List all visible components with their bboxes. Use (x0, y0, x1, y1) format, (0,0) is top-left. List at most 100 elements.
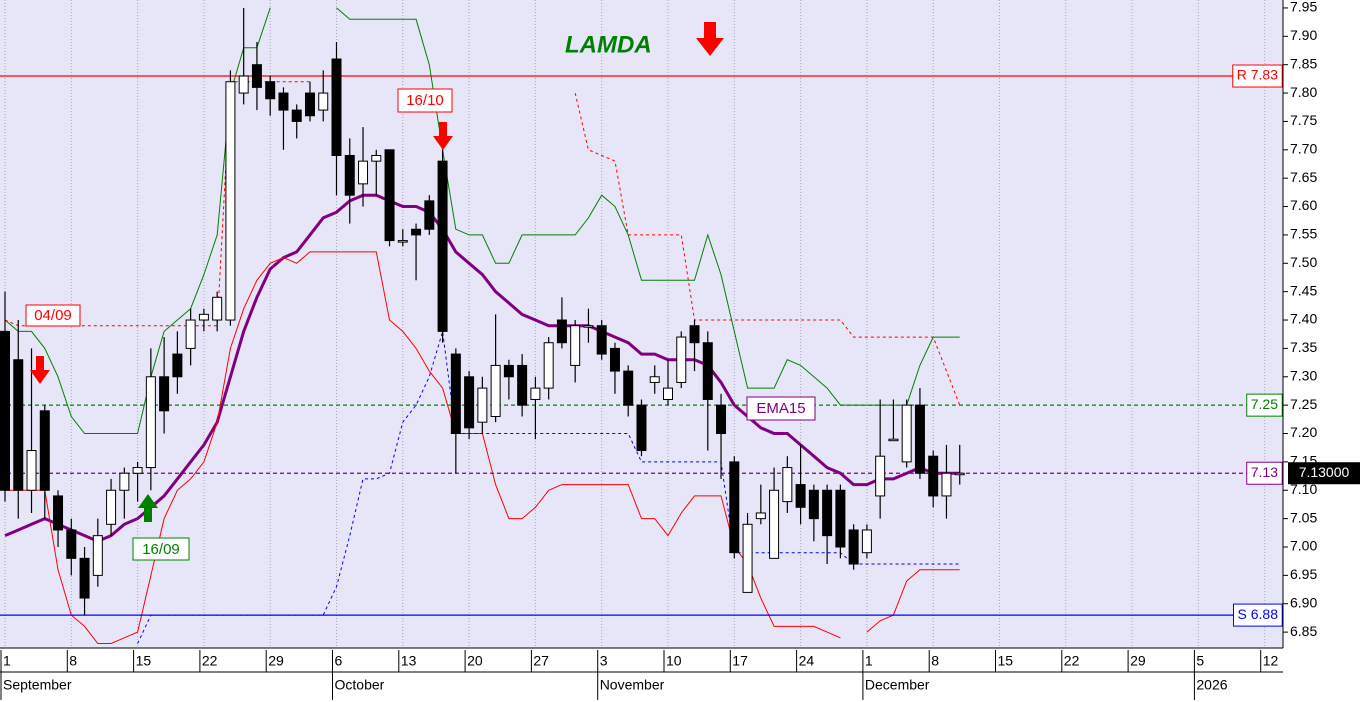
y-tick-label: 7.75 (1290, 112, 1317, 128)
y-tick-label: 7.30 (1290, 367, 1317, 383)
candle-body (185, 319, 196, 349)
legend-box (746, 396, 816, 421)
y-tick-label: 7.60 (1290, 197, 1317, 213)
x-tick-label: 15 (998, 653, 1014, 669)
sell-arrow (433, 122, 453, 150)
candle-body (358, 160, 369, 185)
candle-body (848, 529, 859, 565)
annotation-box (397, 88, 453, 113)
x-month-label: December (865, 677, 930, 693)
x-tick-label: 1 (865, 653, 873, 669)
last-price-box (1288, 462, 1360, 485)
candle-body (901, 404, 912, 463)
sell-arrow (30, 356, 50, 384)
candle-body (79, 557, 90, 599)
candle-body (344, 154, 355, 196)
level-label-box (1233, 603, 1283, 627)
candle-body (119, 472, 130, 491)
level-label: R 7.83 (1237, 67, 1278, 83)
x-month-label: November (600, 677, 665, 693)
y-tick-label: 7.40 (1290, 311, 1317, 327)
candle-body (689, 325, 700, 344)
candle-body (26, 450, 37, 491)
candle-body (198, 313, 209, 321)
y-tick-label: 7.90 (1290, 27, 1317, 43)
candle-body (278, 92, 289, 111)
candle-body (530, 387, 541, 400)
candle-body (331, 58, 342, 156)
candle-body (676, 336, 687, 383)
candle-body (106, 489, 117, 525)
candle-body (755, 512, 766, 520)
y-tick-label: 7.45 (1290, 282, 1317, 298)
x-tick-label: 15 (136, 653, 152, 669)
y-tick-label: 7.50 (1290, 254, 1317, 270)
indicator-line (137, 331, 960, 644)
x-tick-label: 22 (202, 653, 218, 669)
x-tick-label: 24 (799, 653, 815, 669)
level-label: 7.25 (1251, 396, 1278, 412)
candle-body (583, 325, 594, 328)
y-tick-label: 7.20 (1290, 424, 1317, 440)
level-label-box (1246, 393, 1283, 417)
y-tick-label: 7.65 (1290, 169, 1317, 185)
x-tick-label: 8 (69, 653, 77, 669)
candle-body (304, 92, 315, 117)
candle-body (0, 330, 10, 491)
candle-body (145, 376, 156, 469)
level-label: S 6.88 (1238, 606, 1279, 622)
candle-body (384, 149, 395, 242)
x-axis-area (0, 648, 1283, 702)
y-tick-label: 7.25 (1290, 396, 1317, 412)
annotation: 16/10 (406, 92, 444, 109)
candle-body (835, 489, 846, 548)
candle-body (251, 64, 262, 88)
x-tick-label: 10 (666, 653, 682, 669)
x-tick-label: 3 (600, 653, 608, 669)
x-tick-label: 17 (732, 653, 748, 669)
candle-body (212, 296, 223, 321)
candle-body (742, 523, 753, 593)
candle-body (477, 387, 488, 423)
candle-body (132, 467, 143, 474)
candle-body (543, 342, 554, 389)
y-tick-label: 7.00 (1290, 538, 1317, 554)
candle-body (92, 535, 103, 576)
y-tick-label: 7.80 (1290, 84, 1317, 100)
y-tick-label: 7.35 (1290, 339, 1317, 355)
buy-arrow (138, 494, 158, 522)
candle-body (39, 410, 50, 491)
x-tick-label: 22 (1064, 653, 1080, 669)
candle-body (464, 376, 475, 429)
annotation: 04/09 (34, 307, 72, 324)
candle-body (782, 467, 793, 503)
candle-body (875, 455, 886, 497)
x-month-label: October (335, 677, 385, 693)
candle-body (596, 325, 607, 355)
candle-body (225, 81, 236, 321)
candle-body (716, 404, 727, 435)
x-tick-label: 6 (335, 653, 343, 669)
y-tick-label: 7.05 (1290, 509, 1317, 525)
candle-body (808, 489, 819, 520)
candle-body (265, 81, 276, 100)
chart-title: LAMDA (565, 31, 652, 58)
candle-body (888, 438, 899, 442)
candles (0, 7, 965, 616)
x-tick-label: 29 (268, 653, 284, 669)
annotation-box (25, 304, 81, 327)
candle-body (238, 75, 249, 94)
plot-area (0, 0, 1283, 648)
x-month-label: September (3, 677, 72, 693)
candle-body (928, 455, 939, 497)
x-tick-label: 8 (931, 653, 939, 669)
candle-body (649, 376, 660, 383)
candle-body (172, 353, 183, 378)
candle-body (636, 404, 647, 452)
level-label-box (1232, 64, 1283, 88)
x-tick-label: 1 (3, 653, 11, 669)
candle-body (397, 240, 408, 243)
candle-body (795, 484, 806, 508)
candle-body (66, 529, 77, 559)
